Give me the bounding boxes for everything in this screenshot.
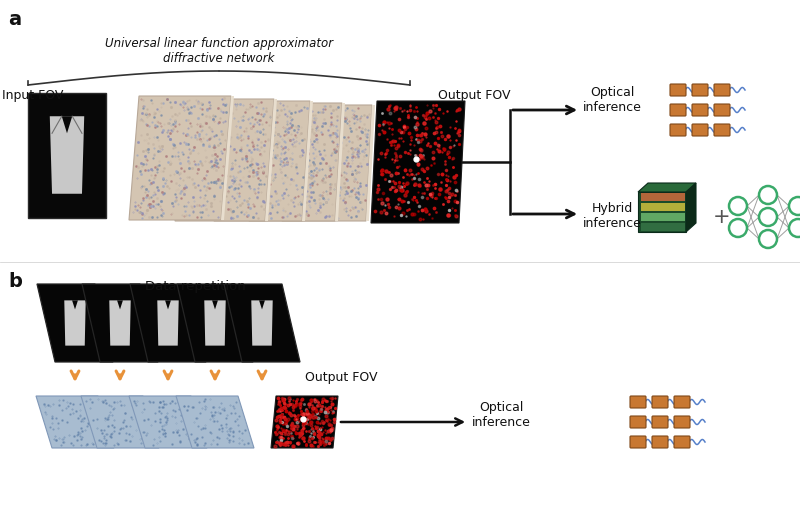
Polygon shape bbox=[282, 105, 372, 221]
Text: Hybrid
inference: Hybrid inference bbox=[583, 202, 642, 230]
Polygon shape bbox=[37, 284, 113, 362]
FancyBboxPatch shape bbox=[652, 436, 668, 448]
Polygon shape bbox=[36, 396, 114, 448]
Polygon shape bbox=[366, 105, 375, 221]
Text: a: a bbox=[8, 10, 21, 29]
FancyBboxPatch shape bbox=[692, 84, 708, 96]
Polygon shape bbox=[214, 101, 310, 221]
Text: Optical
inference: Optical inference bbox=[583, 86, 642, 114]
Polygon shape bbox=[641, 223, 685, 231]
Polygon shape bbox=[117, 301, 123, 310]
Polygon shape bbox=[259, 301, 265, 310]
FancyBboxPatch shape bbox=[652, 396, 668, 408]
Polygon shape bbox=[165, 301, 171, 310]
Text: Output FOV: Output FOV bbox=[305, 372, 378, 384]
FancyBboxPatch shape bbox=[692, 124, 708, 136]
FancyBboxPatch shape bbox=[630, 436, 646, 448]
FancyBboxPatch shape bbox=[652, 416, 668, 428]
Polygon shape bbox=[641, 213, 685, 221]
FancyBboxPatch shape bbox=[670, 104, 686, 116]
Polygon shape bbox=[221, 96, 234, 220]
Polygon shape bbox=[251, 301, 273, 346]
Polygon shape bbox=[175, 99, 274, 221]
Polygon shape bbox=[641, 203, 685, 211]
Polygon shape bbox=[28, 93, 106, 217]
Polygon shape bbox=[335, 103, 345, 221]
Polygon shape bbox=[271, 396, 338, 448]
Polygon shape bbox=[62, 116, 72, 134]
FancyBboxPatch shape bbox=[714, 124, 730, 136]
Polygon shape bbox=[638, 192, 686, 232]
Text: +: + bbox=[713, 207, 731, 227]
FancyBboxPatch shape bbox=[692, 104, 708, 116]
Text: Universal linear function approximator
diffractive network: Universal linear function approximator d… bbox=[105, 37, 333, 65]
Polygon shape bbox=[204, 301, 226, 346]
Text: b: b bbox=[8, 272, 22, 291]
Polygon shape bbox=[641, 193, 685, 201]
FancyBboxPatch shape bbox=[670, 84, 686, 96]
FancyBboxPatch shape bbox=[714, 104, 730, 116]
Polygon shape bbox=[110, 301, 130, 346]
Polygon shape bbox=[302, 101, 313, 221]
FancyBboxPatch shape bbox=[670, 124, 686, 136]
Polygon shape bbox=[64, 301, 86, 346]
Polygon shape bbox=[72, 301, 78, 310]
Polygon shape bbox=[50, 116, 84, 194]
Polygon shape bbox=[212, 301, 218, 310]
Text: Input FOV: Input FOV bbox=[2, 89, 63, 102]
Polygon shape bbox=[265, 99, 277, 221]
Polygon shape bbox=[686, 183, 696, 232]
Polygon shape bbox=[177, 284, 253, 362]
Polygon shape bbox=[81, 396, 159, 448]
Polygon shape bbox=[82, 284, 158, 362]
Polygon shape bbox=[130, 284, 206, 362]
FancyBboxPatch shape bbox=[674, 436, 690, 448]
FancyBboxPatch shape bbox=[630, 396, 646, 408]
Text: Optical
inference: Optical inference bbox=[472, 401, 531, 429]
Polygon shape bbox=[638, 183, 696, 192]
FancyBboxPatch shape bbox=[714, 84, 730, 96]
FancyBboxPatch shape bbox=[674, 396, 690, 408]
Text: Output FOV: Output FOV bbox=[438, 89, 510, 102]
Polygon shape bbox=[249, 103, 342, 221]
Polygon shape bbox=[224, 284, 300, 362]
FancyBboxPatch shape bbox=[630, 416, 646, 428]
Polygon shape bbox=[129, 96, 231, 220]
Polygon shape bbox=[176, 396, 254, 448]
FancyBboxPatch shape bbox=[674, 416, 690, 428]
Text: Data repetition: Data repetition bbox=[145, 280, 246, 293]
Polygon shape bbox=[129, 396, 207, 448]
Polygon shape bbox=[371, 101, 465, 223]
Polygon shape bbox=[158, 301, 178, 346]
